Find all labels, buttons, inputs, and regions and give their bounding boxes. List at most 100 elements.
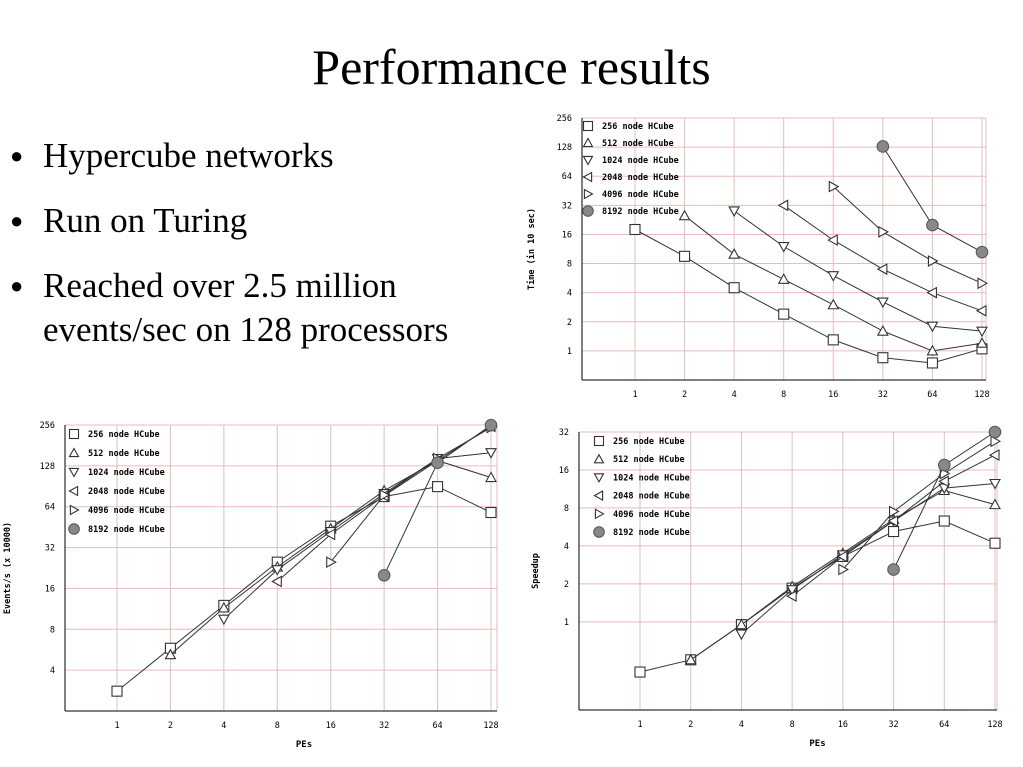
y-tick-label: 1 [567,347,572,357]
data-point [989,537,1001,549]
legend-marker [582,120,594,132]
data-point [876,140,890,153]
data-point [988,449,1000,462]
x-tick-label: 4 [739,720,744,730]
data-point [728,206,741,218]
legend: 256 node HCube 512 node HCube 1024 node HC… [68,428,165,535]
y-tick-label: 16 [559,466,569,476]
legend-marker [593,526,605,538]
series-4 [786,449,1000,603]
data-point [889,505,900,518]
y-tick-label: 4 [567,289,572,299]
y-tick-label: 32 [559,428,569,438]
data-point [827,271,840,282]
y-tick-label: 32 [562,201,572,211]
data-point [484,418,498,432]
bullet-dot: ● [10,143,24,168]
legend-label: 2048 node HCube [613,492,690,502]
legend-label: 1024 node HCube [602,156,679,166]
data-point [324,528,336,541]
y-tick-label: 16 [45,584,55,594]
x-tick-label: 32 [379,721,389,731]
legend-label: 256 node HCube [613,437,685,447]
data-point [684,653,697,665]
series-line [733,210,983,332]
y-tick-label: 8 [567,260,572,270]
data-point [989,498,1001,510]
data-point [735,629,748,641]
legend-marker [68,467,80,478]
series-line [741,483,996,635]
data-point [271,575,282,588]
series-3 [728,206,988,338]
x-tick-label: 128 [483,721,498,731]
data-point [975,304,987,317]
x-tick-label: 16 [838,720,848,730]
data-point [828,180,840,193]
data-point [878,225,889,238]
data-point [989,478,1001,490]
slide-title: Performance results [312,39,711,95]
data-point [926,218,939,232]
y-tick-label: 1 [564,618,569,628]
y-tick-label: 64 [562,172,572,182]
legend-label: 8192 node HCube [88,525,165,535]
series-1 [634,515,1001,678]
data-point [326,556,337,569]
legend-marker [582,137,594,148]
bullet-item: ● Run on Turing [10,199,530,243]
legend-label: 4096 node HCube [613,510,690,520]
x-tick-label: 1 [637,720,642,730]
series-2 [678,209,988,356]
data-point [271,565,284,576]
data-point [786,585,799,596]
y-tick-label: 128 [40,462,55,472]
x-tick-label: 8 [275,721,280,731]
y-tick-label: 2 [567,318,572,328]
series-line [832,186,983,284]
x-tick-label: 2 [682,390,687,400]
data-point [485,506,497,519]
data-point [988,425,1002,439]
data-point [379,489,391,501]
data-point [485,448,497,459]
data-point [827,298,840,310]
legend-marker [593,435,605,447]
bullet-text: Hypercube networks [43,136,334,175]
data-point [836,550,848,563]
series-4 [777,199,987,317]
data-point [876,297,889,309]
x-tick-label: 128 [987,720,1002,730]
data-point [976,337,988,348]
x-tick-label: 2 [168,721,173,731]
data-point [926,344,939,356]
legend-label: 4096 node HCube [602,190,679,200]
data-point [827,234,838,246]
y-axis-label: Time (in 10 sec) [526,208,537,290]
data-point [485,471,497,483]
legend-marker [69,504,80,516]
series-6 [887,425,1002,576]
series-line [842,440,996,570]
legend-label: 2048 node HCube [88,487,165,497]
data-point [164,648,177,660]
data-point [111,685,123,697]
data-point [777,241,790,253]
x-tick-label: 8 [790,720,795,730]
legend-marker [594,508,605,520]
y-tick-label: 8 [564,504,569,514]
series-line [330,427,492,563]
legend-marker [68,485,79,497]
x-tick-label: 64 [939,720,949,730]
legend-marker [593,453,605,464]
data-point [735,618,748,630]
data-point [728,282,740,294]
data-point [926,321,939,333]
speedup-chart: 1 2 4 8 16 32 64 128 1 2 4 8 16 32 PEs Speedup 256 node … [531,425,1003,749]
legend-label: 8192 node HCube [602,207,679,217]
legend-marker [583,188,594,200]
x-axis-label: PEs [809,739,825,749]
data-point [728,248,741,259]
series-line [639,520,996,673]
bullet-dot: ● [10,208,24,233]
